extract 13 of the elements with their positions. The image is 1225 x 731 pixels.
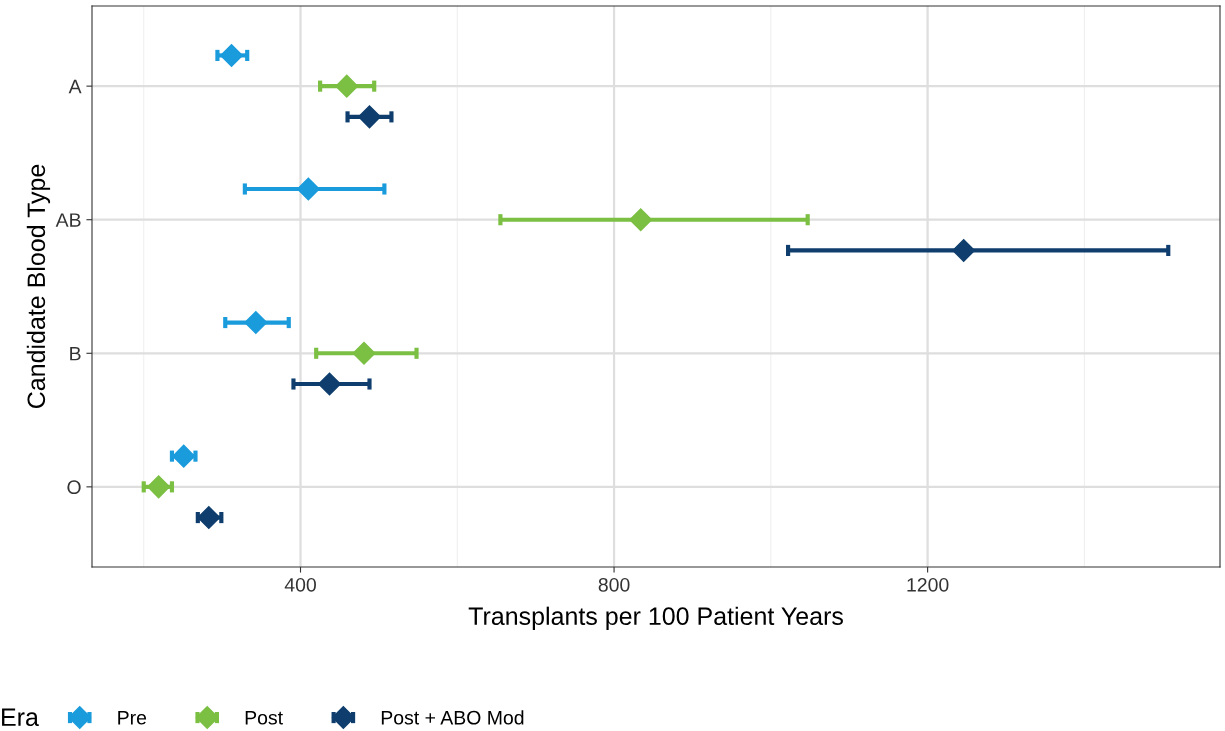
y-tick-label: O	[67, 480, 81, 495]
legend-title: Era	[2, 708, 39, 727]
x-tick-label: 400	[284, 577, 316, 592]
x-tick-label: 1200	[907, 577, 949, 592]
x-axis-title: Transplants per 100 Patient Years	[468, 606, 843, 630]
y-axis-title: Candidate Blood Type	[26, 164, 51, 409]
y-tick-label: B	[70, 346, 81, 361]
legend-label: Pre	[118, 711, 147, 725]
legend-label: Post + ABO Mod	[381, 710, 524, 725]
y-tick-label: AB	[55, 213, 81, 227]
x-tick-label: 800	[598, 577, 630, 592]
y-tick-label: A	[68, 79, 82, 94]
legend-label: Post	[245, 711, 283, 725]
